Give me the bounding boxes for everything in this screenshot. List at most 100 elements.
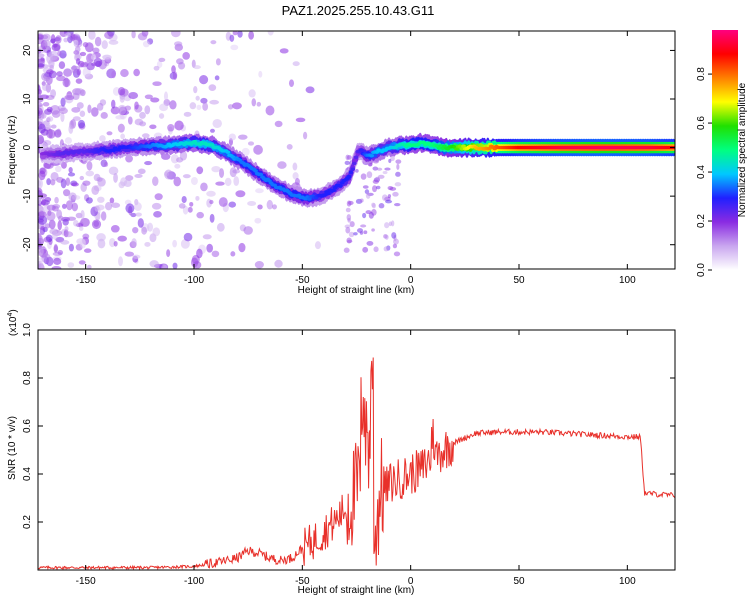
heatmap-noise-blob — [87, 104, 92, 114]
heatmap-noise-blob — [354, 168, 359, 173]
heatmap-noise-blob — [237, 134, 248, 140]
heatmap-noise-blob — [38, 153, 41, 159]
heatmap-noise-blob — [80, 209, 85, 220]
heatmap-noise-blob — [40, 225, 46, 231]
heatmap-noise-blob — [229, 34, 235, 42]
heatmap-noise-blob — [124, 105, 132, 111]
heatmap-noise-blob — [395, 159, 402, 164]
heatmap-noise-blob — [202, 234, 212, 240]
heatmap-noise-blob — [117, 87, 126, 96]
colorbar-tick-label: 0.6 — [696, 116, 707, 130]
x-tick-label: 100 — [619, 576, 636, 587]
colorbar-tick-label: 0.0 — [696, 263, 707, 277]
heatmap-ridge — [39, 132, 675, 208]
heatmap-noise-blob — [346, 200, 352, 207]
heatmap-noise-blob — [61, 203, 67, 209]
heatmap-noise-blob — [38, 107, 43, 117]
heatmap-noise-blob — [63, 37, 69, 43]
heatmap-noise-blob — [292, 162, 298, 171]
heatmap-noise-blob — [395, 171, 401, 177]
heatmap-noise-blob — [183, 111, 192, 117]
heatmap-noise-blob — [68, 124, 74, 134]
heatmap-noise-blob — [113, 172, 118, 183]
heatmap-noise-blob — [345, 154, 350, 161]
heatmap-noise-blob — [274, 259, 283, 268]
heatmap-noise-blob — [152, 176, 159, 187]
heatmap-noise-blob — [86, 264, 92, 269]
heatmap-noise-blob — [101, 40, 108, 50]
heatmap-noise-blob — [254, 217, 262, 224]
heatmap-noise-blob — [91, 107, 99, 117]
heatmap-noise-blob — [254, 261, 264, 269]
heatmap-noise-blob — [111, 70, 116, 79]
heatmap-noise-blob — [141, 226, 147, 235]
heatmap-noise-blob — [73, 39, 79, 47]
heatmap-noise-blob — [390, 155, 395, 162]
heatmap-noise-blob — [288, 79, 295, 87]
heatmap-noise-blob — [82, 180, 91, 186]
heatmap-noise-blob — [183, 232, 193, 242]
heatmap-noise-blob — [372, 166, 379, 171]
heatmap-noise-blob — [130, 212, 137, 218]
heatmap-noise-blob — [100, 211, 107, 221]
heatmap-noise-blob — [394, 182, 402, 187]
ridge-cell — [225, 150, 231, 154]
heatmap-noise-blob — [371, 228, 375, 232]
heatmap-noise-blob — [45, 234, 53, 243]
heatmap-noise-blob — [391, 232, 397, 239]
heatmap-noise-blob — [193, 65, 201, 70]
heatmap-noise-blob — [200, 97, 208, 104]
heatmap-noise-blob — [68, 192, 77, 202]
heatmap-noise-blob — [295, 117, 306, 123]
heatmap-noise-blob — [71, 107, 81, 113]
heatmap-noise-blob — [384, 234, 389, 240]
heatmap-noise-blob — [348, 231, 355, 238]
heatmap-noise-blob — [271, 204, 277, 210]
heatmap-noise-blob — [391, 220, 395, 227]
heatmap-noise-blob — [62, 218, 69, 226]
heatmap-noise-blob — [60, 112, 65, 123]
heatmap-noise-blob — [53, 243, 58, 254]
heatmap-noise-blob — [46, 53, 53, 64]
heatmap-noise-blob — [171, 65, 176, 74]
heatmap-noise-blob — [48, 219, 56, 230]
heatmap-noise-blob — [68, 166, 73, 173]
heatmap-noise-blob — [255, 188, 264, 194]
heatmap-noise-blob — [159, 103, 169, 112]
colorbar-tick-label: 0.2 — [696, 214, 707, 228]
heatmap-noise-blob — [233, 176, 240, 187]
heatmap-noise-blob — [38, 123, 46, 134]
heatmap-noise-blob — [193, 86, 198, 94]
heatmap-noise-blob — [195, 95, 200, 101]
heatmap-noise-blob — [152, 227, 161, 237]
heatmap-noise-blob — [57, 249, 64, 256]
heatmap-noise-blob — [120, 69, 129, 78]
heatmap-noise-blob — [66, 216, 77, 221]
heatmap-noise-blob — [125, 175, 134, 181]
heatmap-noise-blob — [46, 178, 51, 186]
heatmap-noise-blob — [253, 144, 263, 155]
heatmap-noise-blob — [75, 58, 81, 65]
heatmap-noise-blob — [54, 196, 59, 204]
heatmap-noise-blob — [56, 209, 63, 219]
heatmap-noise-blob — [71, 202, 78, 212]
heatmap-noise-blob — [94, 205, 100, 212]
heatmap-noise-blob — [135, 212, 142, 217]
heatmap-noise-blob — [231, 102, 242, 110]
heatmap-noise-blob — [161, 153, 171, 160]
heatmap-noise-blob — [345, 207, 351, 213]
heatmap-noise-blob — [41, 253, 51, 264]
heatmap-noise-blob — [178, 203, 186, 209]
heatmap-noise-blob — [274, 120, 283, 128]
spectrogram-x-ticks: -150 -100 -50 0 50 100 — [76, 31, 636, 286]
x-tick-label: 50 — [513, 275, 525, 286]
heatmap-noise-blob — [362, 246, 369, 253]
heatmap-noise-blob — [38, 261, 44, 269]
spectrogram-y-ticks: 20 10 0 -10 -20 — [22, 44, 675, 252]
heatmap-noise-blob — [92, 47, 100, 54]
heatmap-noise-blob — [173, 176, 181, 187]
heatmap-noise-blob — [382, 194, 388, 201]
snr-scale-label: (x104) — [7, 309, 19, 336]
heatmap-noise-blob — [109, 197, 115, 204]
